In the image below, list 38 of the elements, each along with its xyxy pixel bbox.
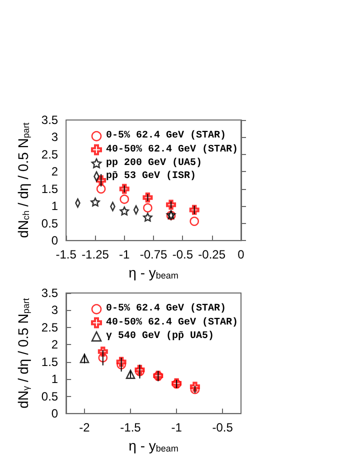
y-tick-label: 2: [51, 338, 58, 352]
y-tick-label: 1: [51, 199, 58, 214]
y-axis-title: dNch / dη / 0.5 Npart: [15, 122, 31, 238]
y-tick-label: 3.5: [41, 286, 58, 300]
y-tick-label: 0.5: [41, 389, 58, 404]
legend-label: 40-50% 62.4 GeV (STAR): [106, 316, 238, 328]
y-tick-label: 1.5: [41, 354, 58, 369]
x-tick-label: -0.5: [172, 248, 194, 262]
legend-label: γ 540 GeV (pp̄ UA5): [106, 330, 214, 342]
x-tick-label: -0.5: [212, 420, 234, 435]
legend-label: pp 200 GeV (UA5): [106, 156, 202, 169]
legend-label: 0-5% 62.4 GeV (STAR): [106, 130, 226, 142]
x-tick-label: -1: [171, 420, 182, 435]
x-axis-title: η - ybeam: [128, 264, 178, 280]
y-tick-label: 2.5: [41, 320, 58, 334]
x-tick-label: -0.25: [198, 248, 226, 262]
y-tick-label: 3: [51, 130, 58, 144]
legend-label: 40-50% 62.4 GeV (STAR): [106, 143, 238, 156]
legend-label: pp̄ 53 GeV (ISR): [106, 170, 196, 182]
y-tick-label: 0: [51, 234, 58, 248]
y-tick-label: 1.5: [41, 182, 58, 196]
x-tick-label: -1.5: [56, 248, 77, 262]
x-tick-label: 0: [238, 248, 245, 262]
y-tick-label: 2.5: [41, 147, 58, 162]
x-axis-title: η - ybeam: [128, 438, 178, 454]
x-tick-label: -1.25: [82, 248, 110, 262]
y-tick-label: 3: [51, 303, 58, 318]
legend-label: 0-5% 62.4 GeV (STAR): [106, 302, 226, 315]
x-tick-label: -1.5: [120, 420, 142, 435]
x-tick-label: -2: [79, 420, 90, 435]
y-tick-label: 0: [51, 406, 58, 421]
x-tick-label: -1: [119, 248, 130, 262]
y-tick-label: 0.5: [41, 216, 58, 230]
y-axis-title: dNγ / dη / 0.5 Npart: [15, 298, 31, 408]
y-tick-label: 3.5: [41, 113, 58, 127]
x-tick-label: -0.75: [140, 248, 168, 262]
y-tick-label: 2: [51, 164, 58, 179]
y-tick-label: 1: [51, 372, 58, 386]
